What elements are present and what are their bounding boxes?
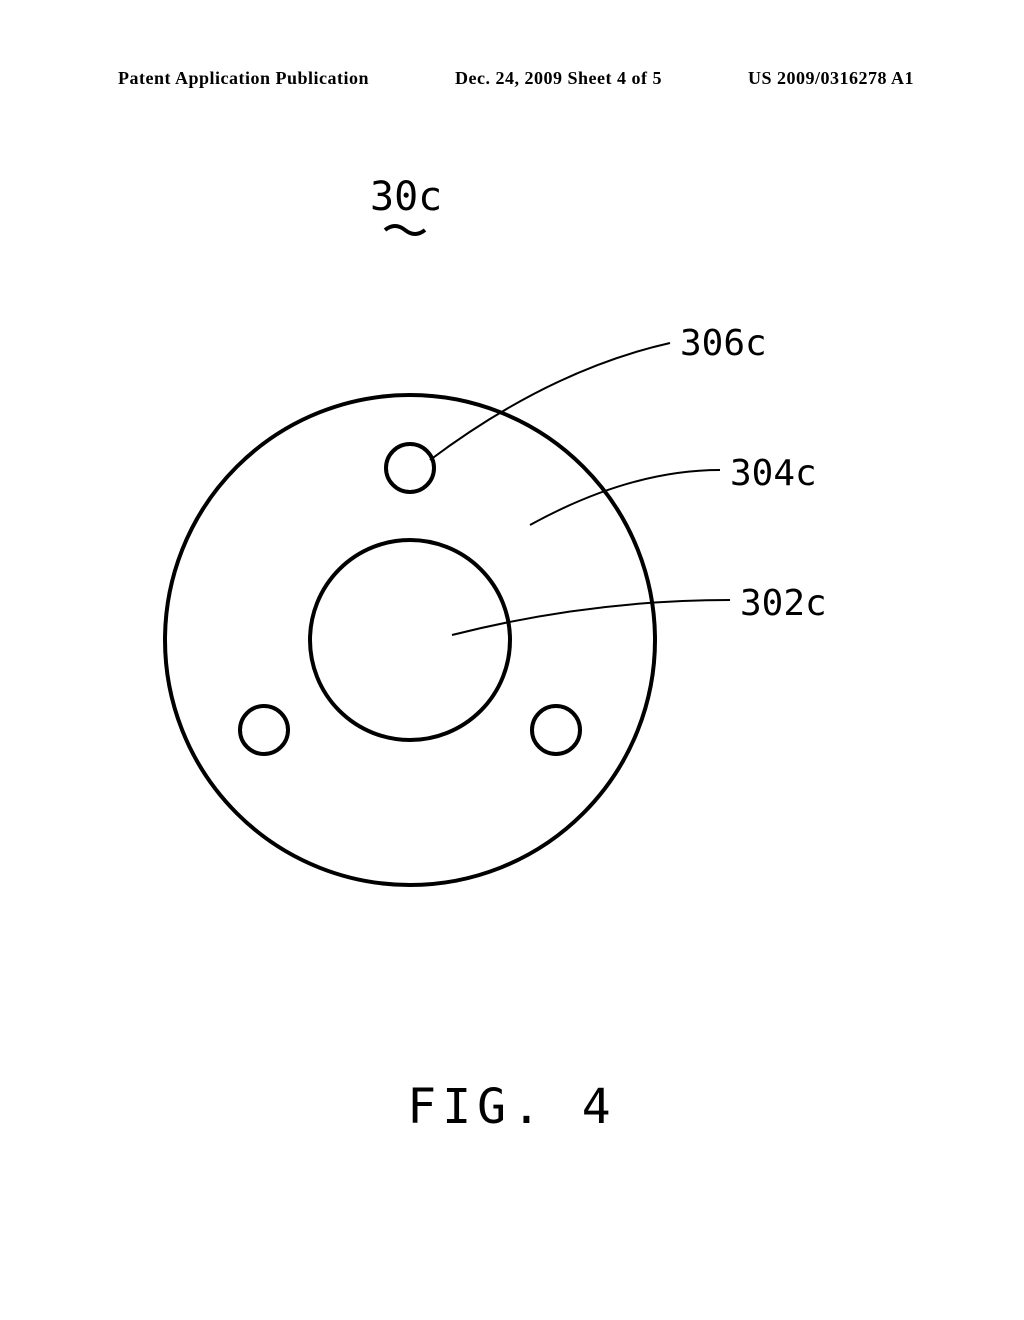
callout-306c: 306c [680,323,767,364]
small-hole-left [240,706,288,754]
header-publication: Patent Application Publication [118,68,369,89]
leader-302c [452,600,730,635]
small-hole-top [386,444,434,492]
figure-reference-label: 30c [370,174,442,220]
patent-diagram: 30c 306c 304c 302c [90,160,920,940]
leader-304c [530,470,720,525]
callout-304c: 304c [730,453,817,494]
inner-bore-circle [310,540,510,740]
outer-ring-circle [165,395,655,885]
small-hole-right [532,706,580,754]
figure-number-label: FIG. 4 [407,1079,616,1135]
page-header: Patent Application Publication Dec. 24, … [0,68,1024,89]
header-patent-number: US 2009/0316278 A1 [748,68,914,89]
tilde-mark [385,226,425,234]
header-date-sheet: Dec. 24, 2009 Sheet 4 of 5 [455,68,662,89]
callout-302c: 302c [740,583,827,624]
